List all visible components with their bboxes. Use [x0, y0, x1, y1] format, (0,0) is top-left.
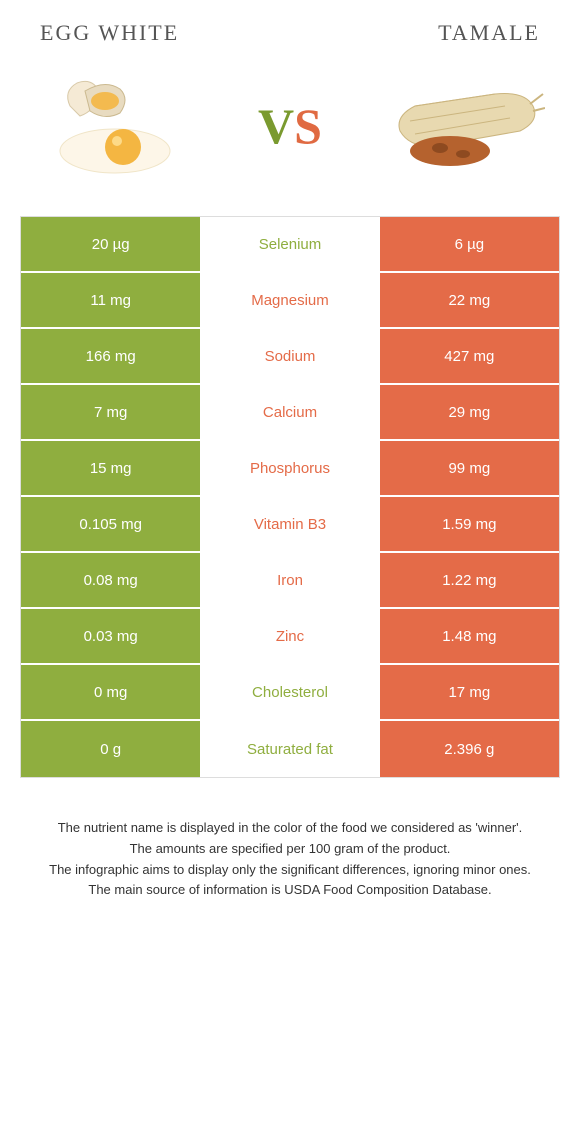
images-row: VS: [0, 56, 580, 216]
left-value-cell: 166 mg: [21, 329, 200, 383]
table-row: 0.105 mgVitamin B31.59 mg: [21, 497, 559, 553]
right-value-cell: 427 mg: [380, 329, 559, 383]
nutrient-label-cell: Sodium: [200, 329, 379, 383]
comparison-table: 20 µgSelenium6 µg11 mgMagnesium22 mg166 …: [20, 216, 560, 778]
right-value-cell: 29 mg: [380, 385, 559, 439]
nutrient-label-cell: Iron: [200, 553, 379, 607]
left-value-cell: 20 µg: [21, 217, 200, 271]
nutrient-label-cell: Vitamin B3: [200, 497, 379, 551]
left-food-title: Egg white: [40, 20, 179, 46]
table-row: 0 mgCholesterol17 mg: [21, 665, 559, 721]
left-value-cell: 0.03 mg: [21, 609, 200, 663]
right-value-cell: 1.22 mg: [380, 553, 559, 607]
right-value-cell: 1.59 mg: [380, 497, 559, 551]
right-value-cell: 1.48 mg: [380, 609, 559, 663]
table-row: 15 mgPhosphorus99 mg: [21, 441, 559, 497]
table-row: 0.03 mgZinc1.48 mg: [21, 609, 559, 665]
nutrient-label-cell: Selenium: [200, 217, 379, 271]
vs-badge: VS: [258, 97, 322, 155]
header: Egg white Tamale: [0, 0, 580, 56]
nutrient-label-cell: Phosphorus: [200, 441, 379, 495]
right-food-title: Tamale: [438, 20, 540, 46]
nutrient-label-cell: Magnesium: [200, 273, 379, 327]
nutrient-label-cell: Saturated fat: [200, 721, 379, 777]
left-value-cell: 11 mg: [21, 273, 200, 327]
left-value-cell: 0.105 mg: [21, 497, 200, 551]
nutrient-label-cell: Cholesterol: [200, 665, 379, 719]
left-value-cell: 0.08 mg: [21, 553, 200, 607]
right-value-cell: 99 mg: [380, 441, 559, 495]
vs-s-letter: S: [294, 98, 322, 154]
table-row: 11 mgMagnesium22 mg: [21, 273, 559, 329]
footnote-line: The nutrient name is displayed in the co…: [30, 818, 550, 839]
egg-white-image: [30, 66, 200, 186]
left-value-cell: 0 mg: [21, 665, 200, 719]
right-value-cell: 2.396 g: [380, 721, 559, 777]
right-value-cell: 6 µg: [380, 217, 559, 271]
footnote-line: The infographic aims to display only the…: [30, 860, 550, 881]
right-value-cell: 22 mg: [380, 273, 559, 327]
left-value-cell: 15 mg: [21, 441, 200, 495]
right-value-cell: 17 mg: [380, 665, 559, 719]
table-row: 20 µgSelenium6 µg: [21, 217, 559, 273]
left-value-cell: 7 mg: [21, 385, 200, 439]
nutrient-label-cell: Calcium: [200, 385, 379, 439]
footnotes: The nutrient name is displayed in the co…: [0, 778, 580, 931]
table-row: 7 mgCalcium29 mg: [21, 385, 559, 441]
vs-v-letter: V: [258, 98, 294, 154]
footnote-line: The main source of information is USDA F…: [30, 880, 550, 901]
table-row: 0.08 mgIron1.22 mg: [21, 553, 559, 609]
left-value-cell: 0 g: [21, 721, 200, 777]
footnote-line: The amounts are specified per 100 gram o…: [30, 839, 550, 860]
table-row: 166 mgSodium427 mg: [21, 329, 559, 385]
nutrient-label-cell: Zinc: [200, 609, 379, 663]
tamale-image: [380, 66, 550, 186]
table-row: 0 gSaturated fat2.396 g: [21, 721, 559, 777]
